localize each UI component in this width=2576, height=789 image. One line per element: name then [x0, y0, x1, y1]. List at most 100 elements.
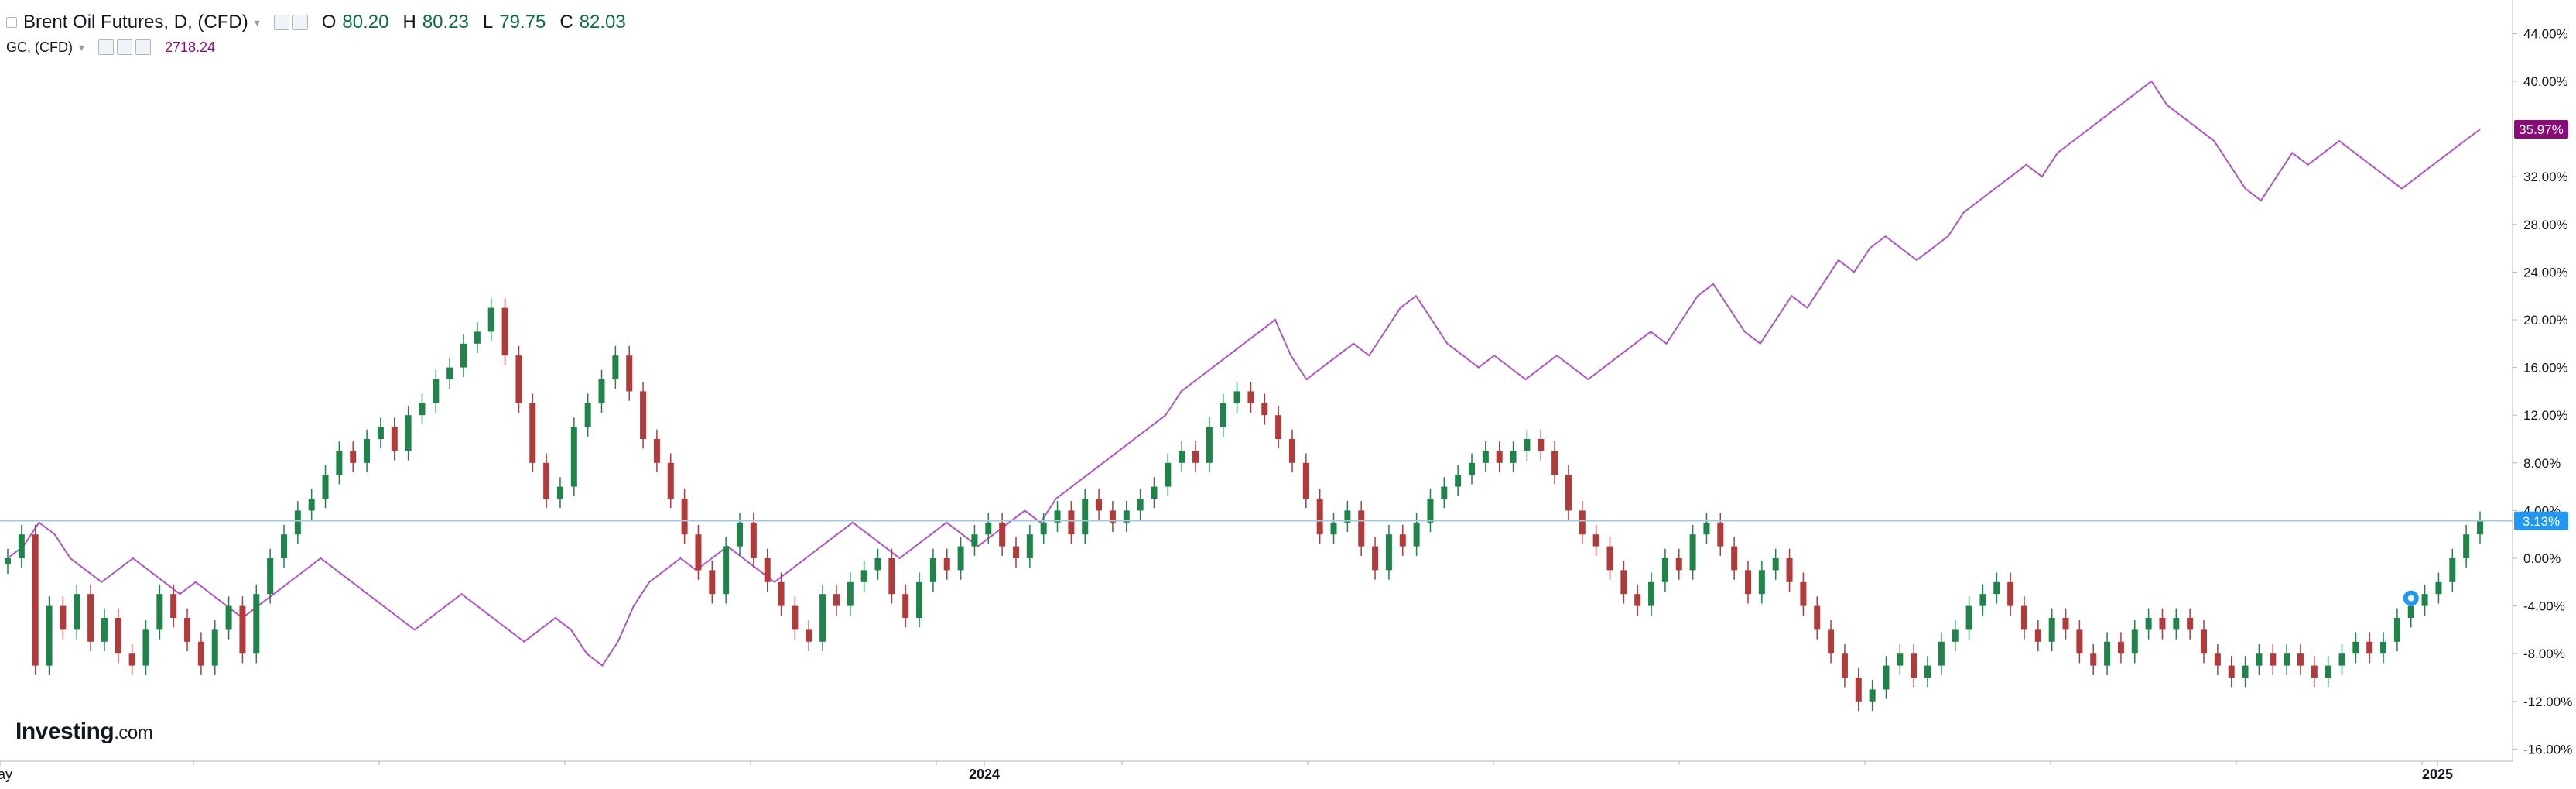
candle[interactable]	[1869, 680, 1876, 712]
close-icon[interactable]	[292, 15, 308, 30]
candle[interactable]	[1096, 489, 1103, 520]
candle[interactable]	[750, 513, 757, 568]
candle[interactable]	[2435, 572, 2442, 604]
compare-chevron-down-icon[interactable]: ▾	[78, 41, 85, 53]
candle[interactable]	[2201, 620, 2208, 664]
candle[interactable]	[184, 608, 191, 652]
candle[interactable]	[1717, 513, 1724, 556]
candle[interactable]	[1772, 548, 1779, 580]
candle[interactable]	[2187, 608, 2194, 640]
candle[interactable]	[1026, 524, 1033, 568]
candle[interactable]	[943, 548, 950, 580]
candle[interactable]	[612, 345, 619, 389]
candle[interactable]	[833, 584, 840, 616]
candle[interactable]	[2048, 608, 2055, 652]
candle[interactable]	[128, 643, 135, 675]
candle[interactable]	[2145, 608, 2152, 640]
candle[interactable]	[32, 524, 39, 675]
candle[interactable]	[405, 405, 412, 461]
candle[interactable]	[2421, 584, 2428, 616]
candle[interactable]	[709, 561, 716, 604]
candle[interactable]	[1192, 441, 1199, 473]
candle[interactable]	[1744, 561, 1751, 604]
candle[interactable]	[1551, 441, 1558, 485]
candle[interactable]	[1731, 537, 1738, 580]
candle[interactable]	[308, 489, 315, 520]
candle[interactable]	[1054, 501, 1061, 533]
candle[interactable]	[1372, 537, 1379, 580]
candle[interactable]	[1330, 513, 1337, 544]
candle[interactable]	[1855, 667, 1862, 712]
candle[interactable]	[2311, 656, 2318, 688]
candle[interactable]	[556, 477, 563, 509]
candle[interactable]	[1952, 620, 1959, 652]
candle[interactable]	[737, 513, 744, 556]
candle[interactable]	[350, 441, 357, 473]
candle[interactable]	[1538, 429, 1545, 461]
candle[interactable]	[1455, 465, 1462, 496]
candle[interactable]	[474, 322, 481, 354]
candle[interactable]	[640, 382, 647, 449]
candle[interactable]	[1482, 441, 1489, 473]
candle[interactable]	[2020, 596, 2027, 640]
candle[interactable]	[377, 417, 384, 449]
candle[interactable]	[2325, 656, 2331, 688]
candle[interactable]	[1703, 513, 1710, 544]
event-badge-icon[interactable]	[2403, 590, 2419, 606]
candle[interactable]	[1661, 548, 1668, 592]
candle[interactable]	[1689, 524, 1696, 580]
candle[interactable]	[1592, 524, 1599, 556]
candle[interactable]	[860, 561, 867, 592]
candle[interactable]	[336, 441, 343, 485]
candle[interactable]	[1883, 656, 1890, 699]
candle[interactable]	[1510, 441, 1517, 473]
candle[interactable]	[267, 548, 274, 604]
candle[interactable]	[2284, 643, 2290, 675]
candle[interactable]	[764, 548, 771, 592]
candle[interactable]	[1068, 501, 1075, 544]
candle[interactable]	[1841, 643, 1848, 688]
candle[interactable]	[1385, 524, 1392, 580]
candle[interactable]	[1828, 620, 1835, 664]
candle[interactable]	[778, 572, 785, 616]
gc-compare-line[interactable]	[7, 80, 2481, 667]
candle[interactable]	[87, 584, 94, 652]
candle[interactable]	[985, 513, 992, 544]
candle[interactable]	[1179, 441, 1185, 473]
candle[interactable]	[1648, 572, 1655, 616]
candle[interactable]	[2256, 643, 2263, 675]
candle[interactable]	[2062, 608, 2069, 640]
candle[interactable]	[584, 393, 591, 437]
candle[interactable]	[1413, 513, 1420, 556]
candle[interactable]	[1758, 561, 1765, 604]
candle[interactable]	[2104, 632, 2111, 675]
eye-icon[interactable]	[98, 39, 115, 55]
candle[interactable]	[1800, 572, 1807, 616]
candle[interactable]	[1358, 501, 1365, 556]
candle[interactable]	[1634, 584, 1641, 616]
candle[interactable]	[501, 298, 508, 365]
candle[interactable]	[1427, 489, 1434, 533]
candle[interactable]	[1165, 453, 1172, 496]
candle[interactable]	[529, 393, 536, 473]
candle[interactable]	[2366, 632, 2373, 664]
candle[interactable]	[1675, 548, 1682, 580]
candle[interactable]	[322, 465, 329, 509]
candle[interactable]	[1288, 429, 1295, 473]
candle[interactable]	[2242, 656, 2249, 688]
chevron-down-icon[interactable]: ▾	[254, 16, 260, 29]
candle[interactable]	[888, 548, 895, 604]
candle[interactable]	[1565, 465, 1572, 520]
candle[interactable]	[280, 524, 287, 568]
candle[interactable]	[929, 548, 936, 592]
candle[interactable]	[1496, 441, 1503, 473]
candle[interactable]	[543, 453, 550, 509]
candle[interactable]	[2076, 620, 2083, 664]
candle[interactable]	[2228, 656, 2235, 688]
collapse-icon[interactable]	[6, 17, 17, 28]
candle[interactable]	[1082, 489, 1089, 544]
candle[interactable]	[1109, 501, 1116, 533]
candle[interactable]	[1911, 643, 1917, 688]
candle[interactable]	[225, 596, 232, 640]
